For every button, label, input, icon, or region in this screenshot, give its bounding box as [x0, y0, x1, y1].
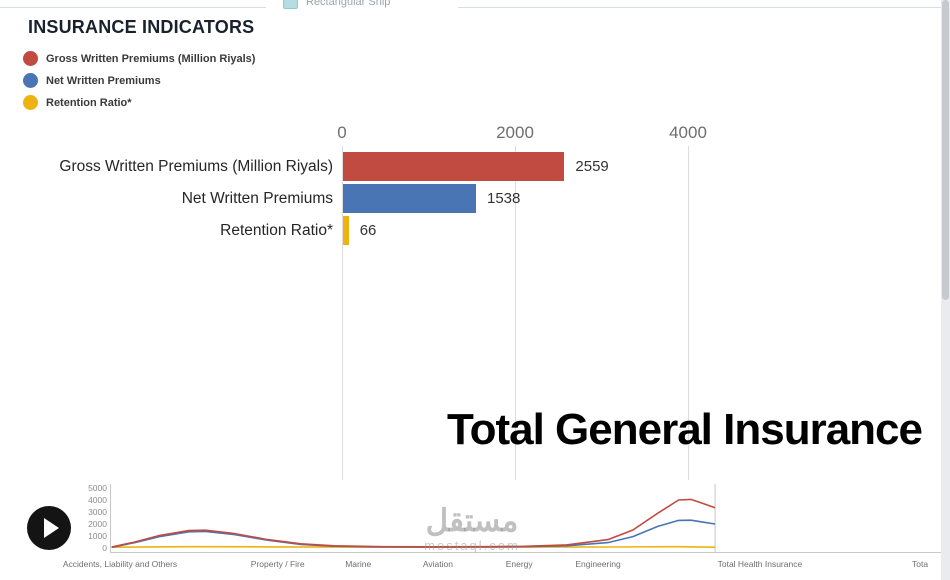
top-divider-right	[458, 7, 941, 8]
current-category-title: Total General Insurance	[446, 405, 923, 454]
x-tick-label: 0	[337, 123, 347, 142]
bar-row-label: Net Written Premiums	[181, 190, 333, 207]
shape-swatch-icon	[283, 0, 298, 9]
timeline-x-axis	[110, 552, 941, 553]
page-title: INSURANCE INDICATORS	[28, 17, 255, 37]
play-button[interactable]	[27, 506, 71, 550]
legend-item-retention: Retention Ratio*	[23, 95, 255, 110]
legend-dot-gross-icon	[23, 51, 38, 66]
legend-item-gross: Gross Written Premiums (Million Riyals)	[23, 51, 255, 66]
timeline-y-axis	[110, 484, 111, 552]
scrollbar-thumb[interactable]	[942, 0, 949, 300]
play-icon	[44, 518, 59, 538]
bar	[343, 184, 476, 213]
legend-dot-net-icon	[23, 73, 38, 88]
legend: Gross Written Premiums (Million Riyals) …	[23, 51, 255, 117]
bar	[343, 152, 565, 181]
legend-dot-retention-icon	[23, 95, 38, 110]
x-tick-label: 4000	[669, 123, 707, 142]
legend-label-gross: Gross Written Premiums (Million Riyals)	[46, 52, 256, 65]
scrollbar[interactable]	[941, 0, 950, 580]
legend-label-retention: Retention Ratio*	[46, 96, 132, 109]
x-tick-label: 2000	[496, 123, 534, 142]
legend-label-net: Net Written Premiums	[46, 74, 161, 87]
shape-option-rectangular-ship[interactable]: Rectangular Ship	[283, 0, 390, 9]
bar	[343, 216, 349, 245]
bar-row-label: Retention Ratio*	[220, 222, 333, 239]
shape-option-label: Rectangular Ship	[306, 0, 391, 8]
gridline	[515, 146, 516, 480]
gridline	[688, 146, 689, 480]
top-divider-left	[0, 7, 266, 8]
legend-item-net: Net Written Premiums	[23, 73, 255, 88]
bar-value-label: 66	[359, 222, 377, 239]
bar-value-label: 1538	[487, 190, 521, 207]
gridline	[342, 146, 343, 480]
bar-value-label: 2559	[575, 158, 609, 175]
bar-row-label: Gross Written Premiums (Million Riyals)	[59, 158, 333, 175]
